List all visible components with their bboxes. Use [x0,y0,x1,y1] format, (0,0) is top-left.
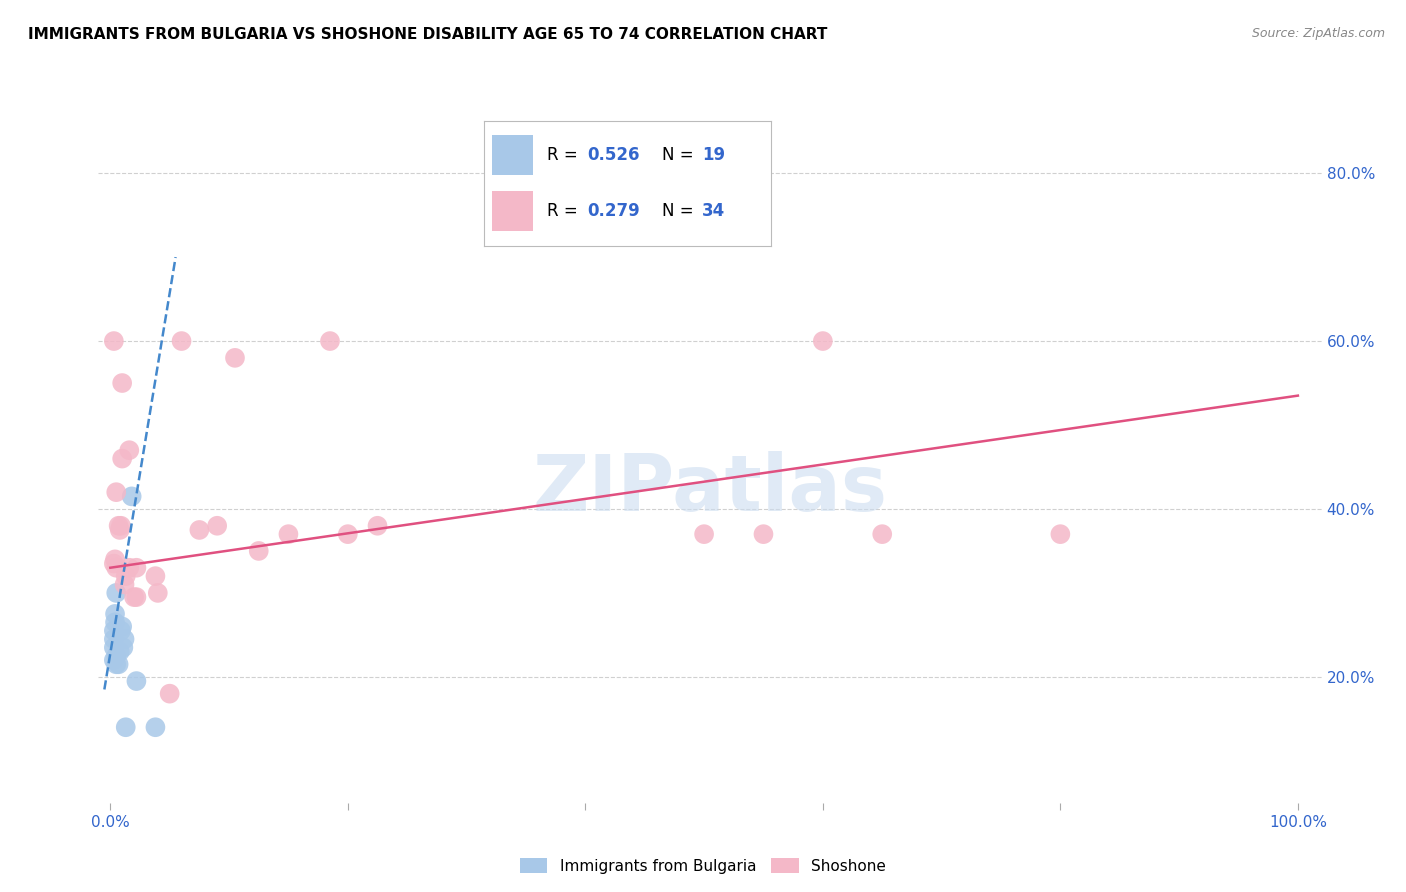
Point [247,544,270,558]
Point [108,645,131,659]
Point [114,720,136,734]
Point [1049,527,1071,541]
Point [170,334,193,348]
Point [107,518,129,533]
Point [111,619,134,633]
Text: IMMIGRANTS FROM BULGARIA VS SHOSHONE DISABILITY AGE 65 TO 74 CORRELATION CHART: IMMIGRANTS FROM BULGARIA VS SHOSHONE DIS… [28,27,828,42]
Point [277,527,299,541]
Point [112,640,135,655]
Text: Source: ZipAtlas.com: Source: ZipAtlas.com [1251,27,1385,40]
Point [114,632,136,646]
Point [224,351,246,365]
Point [122,590,145,604]
Point [118,443,141,458]
Point [159,687,181,701]
Text: ZIPatlas: ZIPatlas [533,450,887,527]
Point [114,577,136,591]
Point [103,640,125,655]
Point [108,523,131,537]
Point [145,720,167,734]
Point [319,334,342,348]
Point [125,560,148,574]
Point [118,560,141,574]
Point [870,527,893,541]
Point [145,569,167,583]
Point [103,334,125,348]
Point [105,648,128,663]
Point [693,527,716,541]
Point [366,518,388,533]
Point [104,607,127,621]
Point [121,489,143,503]
Point [336,527,359,541]
Point [105,586,128,600]
Point [103,653,125,667]
Point [107,657,129,672]
Point [103,557,125,571]
Legend: Immigrants from Bulgaria, Shoshone: Immigrants from Bulgaria, Shoshone [513,852,893,880]
Point [110,518,132,533]
Point [752,527,775,541]
Point [111,376,134,390]
Point [146,586,169,600]
Point [103,632,125,646]
Point [125,674,148,689]
Point [105,560,128,574]
Point [105,485,128,500]
Point [104,615,127,630]
Point [125,590,148,604]
Point [104,552,127,566]
Point [205,518,228,533]
Point [111,451,134,466]
Point [188,523,211,537]
Point [110,624,132,638]
Point [811,334,834,348]
Point [103,624,125,638]
Point [114,569,136,583]
Point [105,657,128,672]
